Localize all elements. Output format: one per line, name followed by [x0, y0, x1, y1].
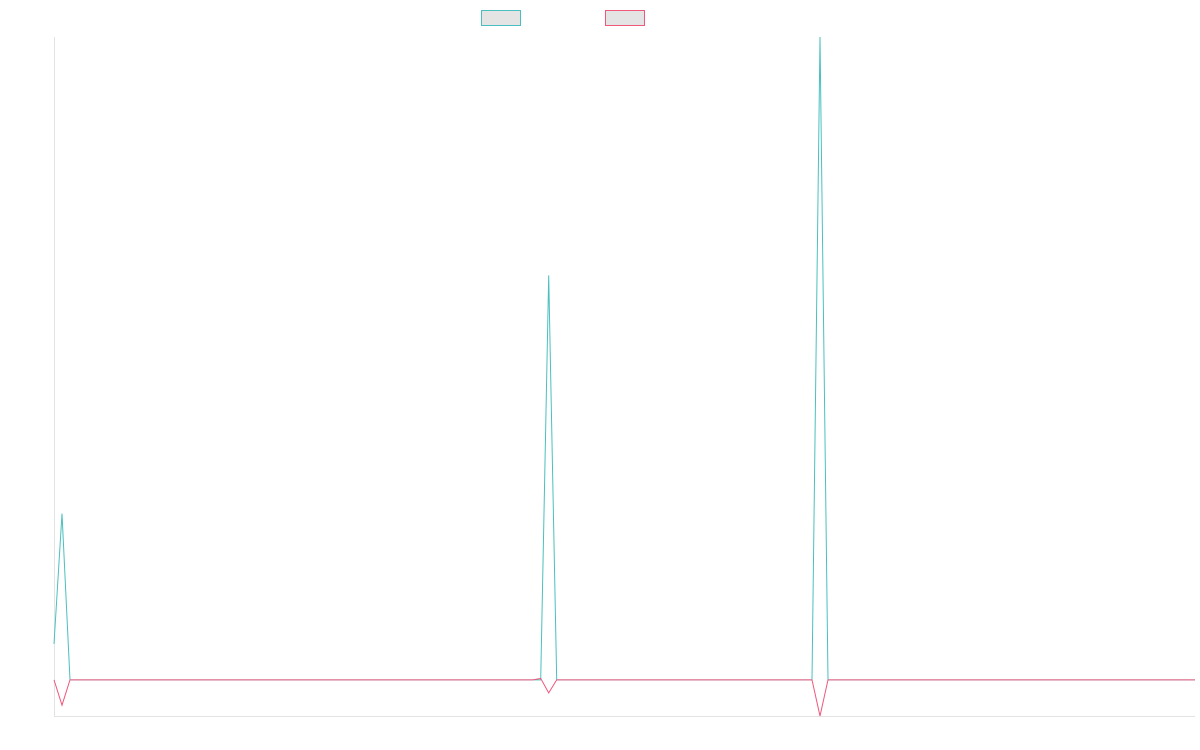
series-line-2	[53, 677, 1195, 717]
legend-swatch-1	[481, 10, 521, 26]
legend	[481, 10, 645, 26]
plot-area	[53, 36, 1195, 717]
series-line-1	[53, 36, 1195, 681]
axes	[54, 37, 1195, 717]
legend-swatch-2	[605, 10, 645, 26]
